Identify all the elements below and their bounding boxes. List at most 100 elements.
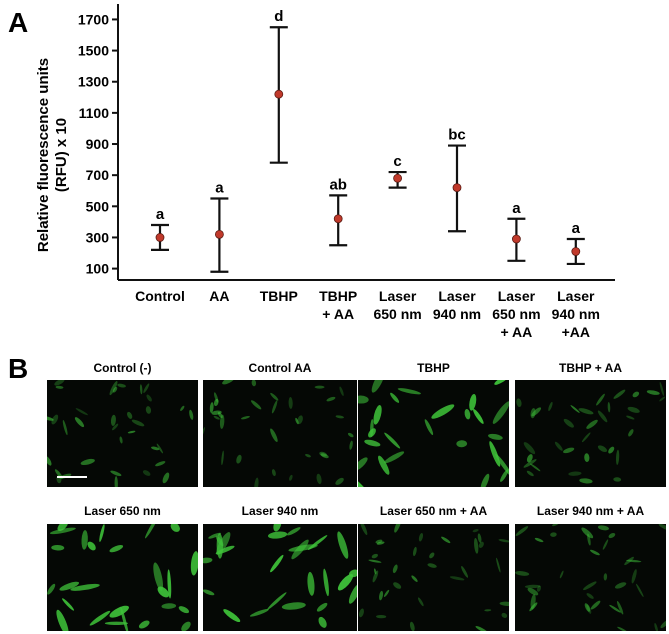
cell xyxy=(499,601,509,607)
micrograph-title: Laser 940 nm xyxy=(242,504,319,518)
cell xyxy=(289,474,293,481)
cell xyxy=(586,593,594,599)
cell xyxy=(281,602,306,610)
cell xyxy=(318,616,327,628)
cell xyxy=(216,532,231,555)
cell xyxy=(222,380,236,385)
cell xyxy=(70,583,100,591)
y-tick-label: 700 xyxy=(86,167,110,183)
cell xyxy=(581,432,591,443)
cell xyxy=(80,458,95,466)
cell xyxy=(431,404,455,419)
cell xyxy=(392,564,398,574)
micrograph xyxy=(515,380,666,487)
cell xyxy=(203,557,213,564)
cell xyxy=(568,471,582,476)
micrograph xyxy=(515,524,666,631)
cell xyxy=(578,408,594,415)
cell xyxy=(145,406,152,414)
cell xyxy=(496,557,501,573)
cell xyxy=(474,537,479,554)
cell xyxy=(480,473,490,487)
cell xyxy=(501,612,508,618)
category-label: +AA xyxy=(562,324,590,340)
cell xyxy=(358,395,369,404)
cell xyxy=(316,602,328,612)
cell xyxy=(213,415,220,420)
significance-label: a xyxy=(512,200,521,217)
cell xyxy=(217,412,223,419)
plot-area: 100 300 500 700 900 1100 1300 1500 1700 a Control a… xyxy=(78,4,615,340)
cell xyxy=(110,470,122,477)
cell xyxy=(456,440,468,448)
cell xyxy=(475,626,488,631)
cell xyxy=(590,600,601,610)
cell xyxy=(473,409,484,424)
cell xyxy=(379,590,384,601)
cell xyxy=(208,532,222,539)
cell xyxy=(190,551,198,576)
cell xyxy=(320,453,329,459)
cell xyxy=(383,589,390,597)
significance-label: a xyxy=(572,220,581,237)
cell xyxy=(596,393,605,406)
cell xyxy=(375,614,387,619)
cell xyxy=(49,527,76,535)
cell xyxy=(515,526,529,536)
cell xyxy=(603,573,608,581)
cell xyxy=(581,527,594,539)
micrograph-background xyxy=(515,380,666,487)
cell xyxy=(47,583,56,595)
cell xyxy=(295,417,299,425)
cell xyxy=(529,602,538,612)
category-label: 650 nm xyxy=(492,306,540,322)
cell xyxy=(617,626,628,631)
cell xyxy=(659,382,664,396)
cell xyxy=(597,410,608,423)
cell xyxy=(203,427,206,438)
cell xyxy=(288,397,293,409)
cell xyxy=(87,541,96,551)
cell xyxy=(418,532,424,542)
cell xyxy=(127,411,133,419)
cell xyxy=(62,598,75,611)
micrograph xyxy=(47,380,198,487)
cell xyxy=(384,432,401,449)
category-label: AA xyxy=(209,288,229,304)
cell xyxy=(319,451,328,457)
cell xyxy=(559,570,564,579)
cell xyxy=(375,539,383,544)
cell xyxy=(145,524,160,539)
cell xyxy=(597,525,610,531)
micrograph xyxy=(203,380,357,487)
cell xyxy=(523,459,537,468)
micrograph-title: Laser 650 nm xyxy=(84,504,161,518)
cell xyxy=(119,436,123,444)
cell xyxy=(189,409,194,420)
cell xyxy=(288,544,318,552)
cell xyxy=(170,524,180,532)
cell xyxy=(461,566,469,578)
significance-label: d xyxy=(274,8,283,25)
cell xyxy=(489,441,501,467)
cell xyxy=(417,597,424,607)
data-point xyxy=(512,234,521,244)
category-label: Laser xyxy=(379,288,417,304)
y-tick-label: 100 xyxy=(86,261,110,277)
cell xyxy=(127,430,136,434)
cell xyxy=(323,568,329,597)
y-tick-label: 1500 xyxy=(78,43,109,59)
cell xyxy=(358,457,368,471)
significance-label: a xyxy=(215,180,224,197)
cell xyxy=(109,544,124,553)
cell xyxy=(608,446,615,454)
micrograph-background xyxy=(358,380,509,487)
category-label: Laser xyxy=(498,288,536,304)
cell xyxy=(412,546,417,557)
cell xyxy=(515,571,530,576)
cell xyxy=(589,549,600,556)
cell xyxy=(360,524,368,536)
cell xyxy=(114,476,118,487)
cell xyxy=(180,405,185,411)
cell xyxy=(89,610,111,626)
